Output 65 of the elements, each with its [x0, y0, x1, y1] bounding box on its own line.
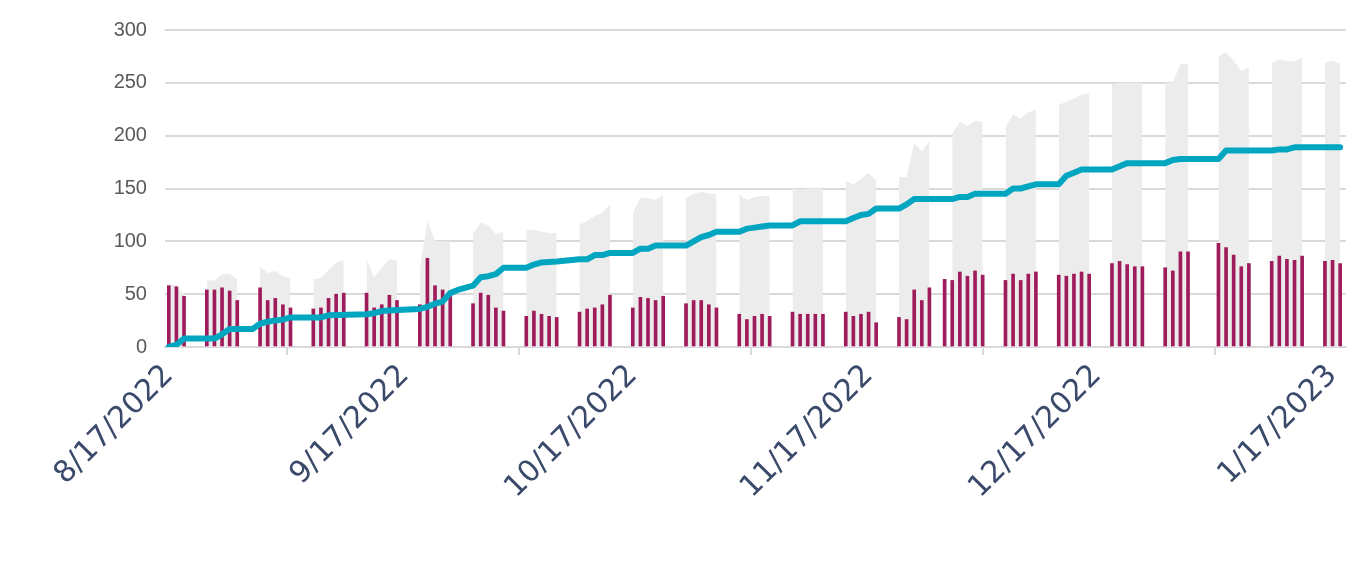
y-tick-label: 0 [135, 334, 147, 357]
bar [1011, 273, 1015, 347]
bar [1087, 273, 1091, 347]
bar [1034, 271, 1038, 347]
bar [707, 304, 711, 347]
bar [547, 316, 551, 347]
bar [950, 280, 955, 347]
bar [767, 316, 772, 347]
bar [859, 313, 863, 347]
bar [661, 295, 666, 347]
bar [1072, 273, 1076, 347]
y-tick-label: 300 [113, 17, 147, 40]
bar [205, 289, 209, 347]
bar [745, 319, 749, 347]
bar [585, 308, 589, 347]
bar [737, 313, 742, 347]
bar [1125, 264, 1130, 347]
bar [646, 298, 650, 347]
bar [973, 270, 977, 347]
bar [1224, 247, 1228, 347]
bar [1026, 273, 1031, 347]
y-tick-label: 100 [113, 228, 147, 251]
bar [524, 316, 529, 347]
bar [494, 307, 498, 347]
bar [897, 317, 901, 347]
bar [1338, 263, 1342, 347]
y-tick-label: 50 [124, 281, 147, 304]
bar [1186, 251, 1190, 347]
bar [471, 303, 475, 347]
bar [1170, 270, 1175, 347]
bar [821, 313, 825, 347]
bar [1018, 280, 1023, 347]
bar [798, 313, 802, 347]
bar [448, 293, 453, 347]
y-tick-label: 150 [113, 176, 147, 199]
bar [630, 307, 635, 347]
bar [699, 300, 704, 347]
bar [1323, 261, 1327, 347]
bar [919, 300, 924, 347]
bar [608, 294, 612, 347]
bar [1110, 263, 1114, 347]
bar [912, 289, 917, 347]
bar [843, 311, 848, 347]
bar [554, 317, 559, 347]
bar [486, 294, 491, 347]
bar [1056, 274, 1061, 347]
bar [1163, 267, 1168, 347]
bar [1132, 266, 1137, 347]
bar [592, 307, 597, 347]
bar [1300, 255, 1304, 347]
bar [760, 313, 764, 347]
y-tick-label: 250 [113, 70, 147, 93]
bar [805, 313, 810, 347]
bar [684, 303, 688, 347]
bar [1247, 263, 1251, 347]
bar [1285, 258, 1289, 347]
bar [1239, 266, 1244, 347]
bar [874, 322, 879, 347]
bar [1269, 261, 1274, 347]
bar [1064, 275, 1069, 347]
bar [1277, 255, 1282, 347]
bar [532, 310, 536, 347]
bar [813, 313, 818, 347]
bar [958, 271, 962, 347]
y-tick-label: 200 [113, 123, 147, 146]
